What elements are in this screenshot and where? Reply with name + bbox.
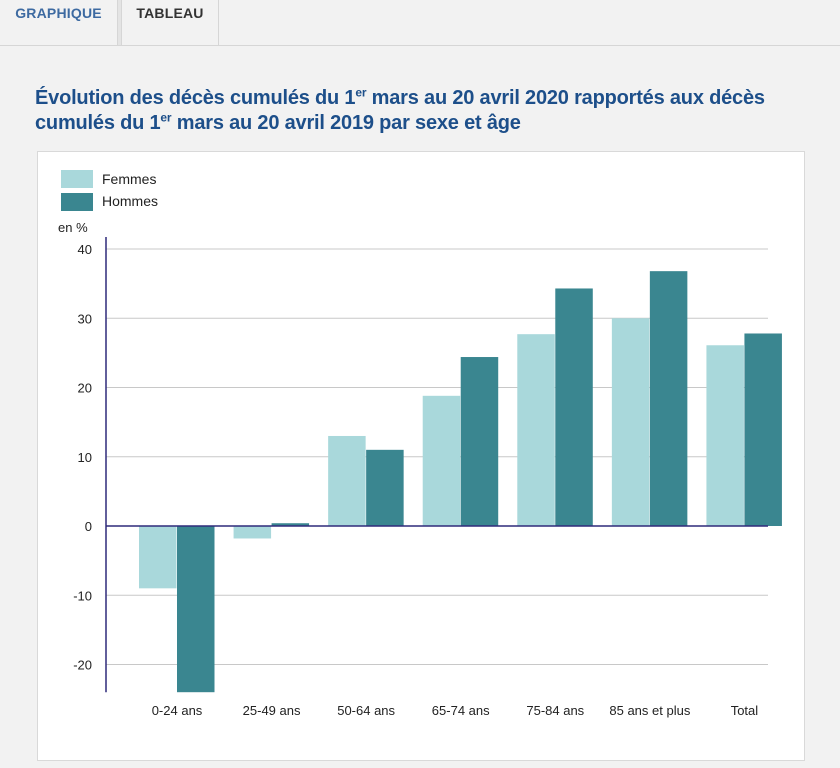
- bar-hommes-5: [555, 288, 593, 526]
- bar-hommes-7: [744, 333, 782, 526]
- title-part-3: mars au 20 avril 2019 par sexe et âge: [171, 112, 521, 134]
- tab-bar: GRAPHIQUE TABLEAU: [0, 0, 840, 46]
- bar-femmes-6: [611, 318, 650, 526]
- y-tick-label: 0: [85, 519, 92, 534]
- bar-femmes-1: [139, 526, 177, 589]
- legend-swatch-femmes: [61, 170, 93, 188]
- x-tick-label: 65-74 ans: [432, 703, 490, 718]
- chart-panel: Femmes Hommes en % 40 30 20 10 0 -10 -20 0-24 ans 2…: [37, 151, 805, 761]
- bar-chart: Femmes Hommes en % 40 30 20 10 0 -10 -20 0-24 ans 2…: [58, 170, 782, 718]
- chart-title: Évolution des décès cumulés du 1er mars …: [35, 86, 815, 136]
- tab-tableau[interactable]: TABLEAU: [121, 0, 219, 45]
- bar-femmes-4: [422, 395, 461, 526]
- y-tick-label: 40: [78, 242, 92, 257]
- bar-hommes-6: [649, 271, 688, 526]
- y-axis-label: en %: [58, 220, 88, 235]
- y-tick-label: 10: [78, 450, 92, 465]
- legend-label-hommes: Hommes: [102, 193, 158, 209]
- x-tick-label: 50-64 ans: [337, 703, 395, 718]
- y-tick-label: -10: [73, 588, 92, 603]
- x-tick-label: 25-49 ans: [243, 703, 301, 718]
- tab-graphique[interactable]: GRAPHIQUE: [0, 0, 118, 45]
- bar-femmes-3: [328, 435, 366, 526]
- bar-hommes-4: [460, 357, 499, 526]
- x-tick-label: 0-24 ans: [152, 703, 203, 718]
- bar-hommes-1: [177, 526, 215, 693]
- title-part-1: Évolution des décès cumulés du 1: [35, 87, 356, 109]
- legend-swatch-hommes: [61, 193, 93, 211]
- tab-separator: [118, 0, 121, 45]
- title-superscript-2: er: [160, 110, 172, 125]
- bar-hommes-3: [366, 449, 404, 526]
- legend-label-femmes: Femmes: [102, 171, 156, 187]
- title-part-2: mars au 20 avril 2020 rapportés aux décè…: [35, 87, 765, 134]
- bar-femmes-5: [517, 334, 555, 526]
- x-tick-label: Total: [731, 703, 759, 718]
- bar-hommes-2: [271, 523, 310, 526]
- bar-femmes-2: [233, 526, 272, 539]
- title-superscript-1: er: [355, 85, 367, 100]
- bar-femmes-7: [706, 345, 744, 526]
- x-tick-label: 85 ans et plus: [609, 703, 690, 718]
- y-tick-label: 30: [78, 311, 92, 326]
- y-tick-label: 20: [78, 381, 92, 396]
- y-tick-label: -20: [73, 658, 92, 673]
- x-tick-label: 75-84 ans: [526, 703, 584, 718]
